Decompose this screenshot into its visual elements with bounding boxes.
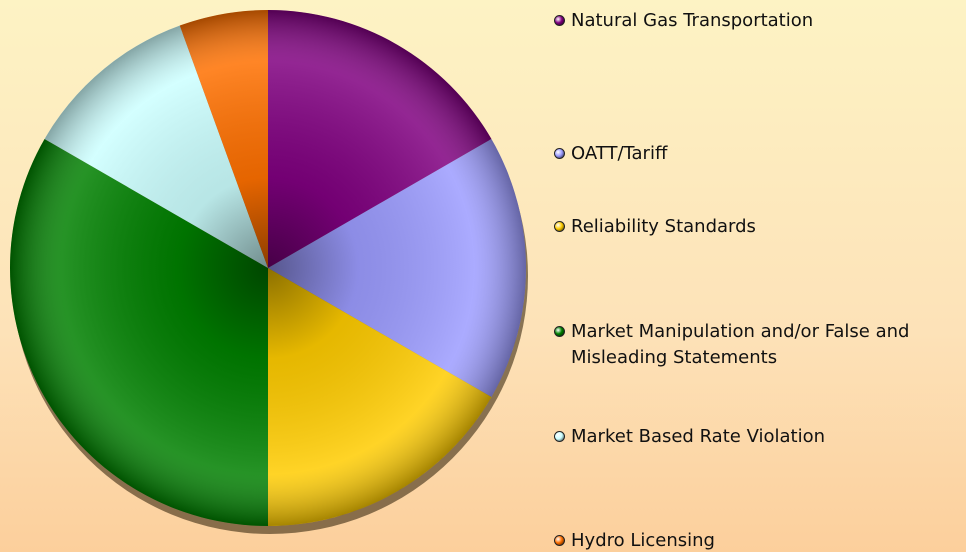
legend-swatch xyxy=(554,148,565,159)
legend-label: Market Based Rate Violation xyxy=(571,426,826,447)
legend-swatch xyxy=(554,535,565,546)
legend-swatch xyxy=(554,326,565,337)
legend-item: Hydro Licensing xyxy=(554,528,964,552)
legend-label: Reliability Standards xyxy=(571,216,756,237)
legend-label: Natural Gas Transportation xyxy=(571,10,814,31)
legend-label: Market Manipulation and/or False and Mis… xyxy=(571,321,910,368)
legend-item: Market Based Rate Violation xyxy=(554,424,964,450)
legend-label: OATT/Tariff xyxy=(571,143,668,164)
legend-item: Natural Gas Transportation xyxy=(554,8,964,34)
legend-item: OATT/Tariff xyxy=(554,141,964,167)
legend-item: Reliability Standards xyxy=(554,214,964,240)
legend-label: Hydro Licensing xyxy=(571,530,715,551)
legend-swatch xyxy=(554,431,565,442)
legend-swatch xyxy=(554,15,565,26)
legend-item: Market Manipulation and/or False and Mis… xyxy=(554,319,964,371)
legend-swatch xyxy=(554,221,565,232)
